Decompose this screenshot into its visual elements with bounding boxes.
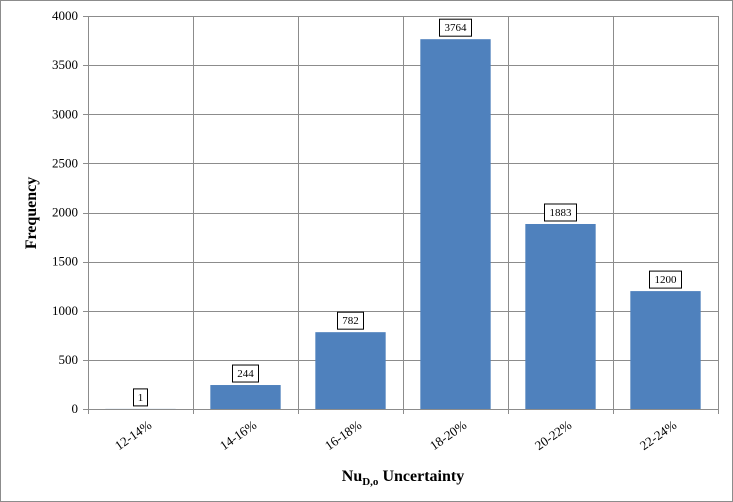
x-axis-title-suffix: Uncertainty bbox=[378, 468, 464, 485]
data-label-box bbox=[133, 388, 148, 407]
x-axis-title: NuD,o Uncertainty bbox=[342, 468, 464, 488]
data-label-text: 1200 bbox=[655, 274, 678, 286]
data-label-box bbox=[649, 270, 682, 289]
x-axis-title-main: Nu bbox=[342, 468, 363, 485]
bar bbox=[525, 223, 596, 409]
data-label-text: 1883 bbox=[550, 207, 573, 219]
bar bbox=[420, 39, 491, 409]
x-tick-label: 12-14% bbox=[112, 417, 154, 453]
data-label-box bbox=[232, 364, 259, 383]
x-tick-label: 14-16% bbox=[217, 417, 259, 453]
y-tick-label: 0 bbox=[72, 401, 79, 416]
bar bbox=[315, 332, 386, 409]
data-label-text: 1 bbox=[138, 392, 144, 404]
data-label: 244 bbox=[232, 364, 259, 383]
y-tick-label: 3500 bbox=[52, 57, 78, 72]
data-label-box bbox=[439, 18, 472, 37]
data-label-text: 782 bbox=[342, 315, 359, 327]
y-tick-label: 1500 bbox=[52, 254, 78, 269]
y-tick-label: 2500 bbox=[52, 155, 78, 170]
data-label-text: 244 bbox=[237, 368, 254, 380]
y-tick-label: 2000 bbox=[52, 205, 78, 220]
x-tick-label: 20-22% bbox=[532, 417, 574, 453]
bar bbox=[630, 291, 701, 409]
data-label-box bbox=[544, 203, 577, 222]
data-label: 1200 bbox=[649, 270, 682, 289]
data-label: 1 bbox=[133, 388, 148, 407]
y-axis-ticks: 0 500 1000 1500 2000 2500 3000 3500 4000 bbox=[52, 8, 78, 416]
y-axis-title: Frequency bbox=[23, 177, 40, 250]
x-axis-title-subscript: D,o bbox=[362, 476, 379, 488]
bar bbox=[210, 385, 281, 409]
x-tick-label: 22-24% bbox=[637, 417, 679, 453]
y-tick-label: 3000 bbox=[52, 106, 78, 121]
data-label: 782 bbox=[337, 311, 364, 330]
grid-lines bbox=[83, 16, 719, 414]
data-label: 1883 bbox=[544, 203, 577, 222]
data-label-text: 3764 bbox=[445, 22, 468, 34]
x-axis-ticks: 12-14% 14-16% 16-18% 18-20% 20-22% 22-24% bbox=[112, 417, 679, 453]
x-tick-label: 16-18% bbox=[322, 417, 364, 453]
data-label-box bbox=[337, 311, 364, 330]
y-tick-label: 500 bbox=[59, 352, 79, 367]
y-tick-label: 4000 bbox=[52, 8, 78, 23]
bars bbox=[105, 39, 701, 409]
y-tick-label: 1000 bbox=[52, 303, 78, 318]
data-label: 3764 bbox=[439, 18, 472, 37]
x-tick-label: 18-20% bbox=[427, 417, 469, 453]
data-labels: 1 244 782 3764 1883 1200 bbox=[133, 18, 682, 407]
